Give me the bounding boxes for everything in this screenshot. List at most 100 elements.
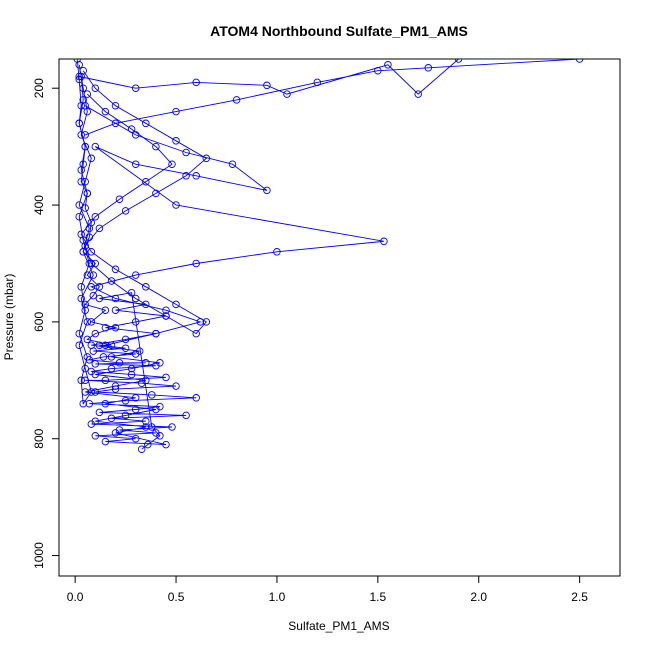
y-tick-label: 200 xyxy=(32,78,46,98)
data-point xyxy=(192,329,200,338)
data-point xyxy=(115,359,124,367)
data-point xyxy=(75,119,83,128)
data-point xyxy=(313,78,322,87)
data-point xyxy=(75,72,83,81)
data-point xyxy=(121,396,130,405)
data-point xyxy=(87,248,96,256)
data-point xyxy=(131,160,140,168)
data-point xyxy=(142,417,150,425)
y-tick-label: 600 xyxy=(32,312,46,332)
data-point xyxy=(111,265,120,274)
data-point xyxy=(77,376,85,385)
data-point xyxy=(75,329,83,338)
data-point xyxy=(168,423,176,431)
data-point xyxy=(83,271,92,279)
data-point xyxy=(111,429,120,437)
data-point xyxy=(162,373,170,382)
data-point xyxy=(162,306,170,314)
data-point xyxy=(162,440,170,449)
data-point xyxy=(107,353,116,361)
data-point xyxy=(111,382,120,390)
data-point xyxy=(75,201,83,209)
data-point xyxy=(142,283,150,291)
data-point xyxy=(142,376,150,385)
data-point xyxy=(168,160,176,168)
data-point xyxy=(101,341,110,349)
data-point xyxy=(89,291,98,300)
data-point xyxy=(77,131,85,139)
data-point xyxy=(101,107,110,116)
data-point xyxy=(156,359,164,367)
data-point xyxy=(91,370,100,379)
data-point xyxy=(89,271,98,279)
data-point xyxy=(131,294,140,303)
data-point xyxy=(79,248,87,256)
data-point xyxy=(95,408,104,417)
data-point xyxy=(131,405,140,414)
data-point xyxy=(101,437,110,446)
data-point xyxy=(131,131,140,139)
data-point xyxy=(101,323,110,332)
data-point xyxy=(172,300,180,309)
y-axis-label: Pressure (mbar) xyxy=(2,274,16,361)
data-point xyxy=(95,283,104,291)
x-axis: 0.0 0.5 1.0 1.5 2.0 2.5 xyxy=(67,575,588,604)
y-tick-label: 1000 xyxy=(32,542,46,569)
data-point xyxy=(91,360,100,368)
data-point xyxy=(83,189,92,198)
data-point xyxy=(202,318,211,326)
x-axis-label: Sulfate_PM1_AMS xyxy=(288,619,389,633)
data-point xyxy=(107,364,116,373)
data-point xyxy=(172,201,180,209)
y-tick-label: 800 xyxy=(32,428,46,448)
data-point xyxy=(75,212,83,221)
data-point xyxy=(142,423,150,431)
data-point xyxy=(172,382,180,390)
data-point xyxy=(111,306,120,314)
data-point xyxy=(77,283,85,291)
data-point xyxy=(101,399,110,408)
data-point xyxy=(91,142,100,151)
data-point xyxy=(192,394,200,402)
data-point xyxy=(121,344,130,352)
data-point xyxy=(454,59,463,63)
data-point xyxy=(107,414,116,423)
data-point xyxy=(131,394,140,402)
data-point xyxy=(81,177,89,186)
data-point xyxy=(79,96,87,104)
data-point xyxy=(81,142,89,151)
data-point xyxy=(91,212,100,221)
x-tick-label: 0.0 xyxy=(67,590,84,604)
data-point xyxy=(85,224,94,233)
data-point xyxy=(107,341,116,349)
data-point xyxy=(148,423,156,431)
data-point xyxy=(131,84,140,92)
data-point xyxy=(196,318,205,326)
data-point xyxy=(232,96,241,104)
data-point xyxy=(121,207,130,215)
data-point xyxy=(87,318,96,326)
data-point xyxy=(91,417,100,425)
series-line xyxy=(84,105,384,346)
data-point xyxy=(95,294,104,303)
data-point xyxy=(424,64,433,72)
data-point xyxy=(263,81,271,90)
series-line xyxy=(78,64,94,405)
data-point xyxy=(81,306,89,314)
data-point xyxy=(77,166,85,174)
y-tick-label: 400 xyxy=(32,195,46,215)
data-point xyxy=(263,186,271,195)
data-point xyxy=(87,283,96,291)
y-axis: 200 400 600 800 1000 xyxy=(32,78,60,569)
data-point xyxy=(148,391,156,399)
data-point xyxy=(152,405,160,414)
data-point xyxy=(142,177,150,186)
data-point xyxy=(127,364,136,373)
data-point xyxy=(142,359,150,367)
x-tick-label: 1.5 xyxy=(369,590,386,604)
data-point xyxy=(99,353,108,361)
data-point xyxy=(162,312,170,320)
data-point xyxy=(79,236,87,244)
data-point xyxy=(79,399,87,408)
data-point xyxy=(77,72,85,81)
